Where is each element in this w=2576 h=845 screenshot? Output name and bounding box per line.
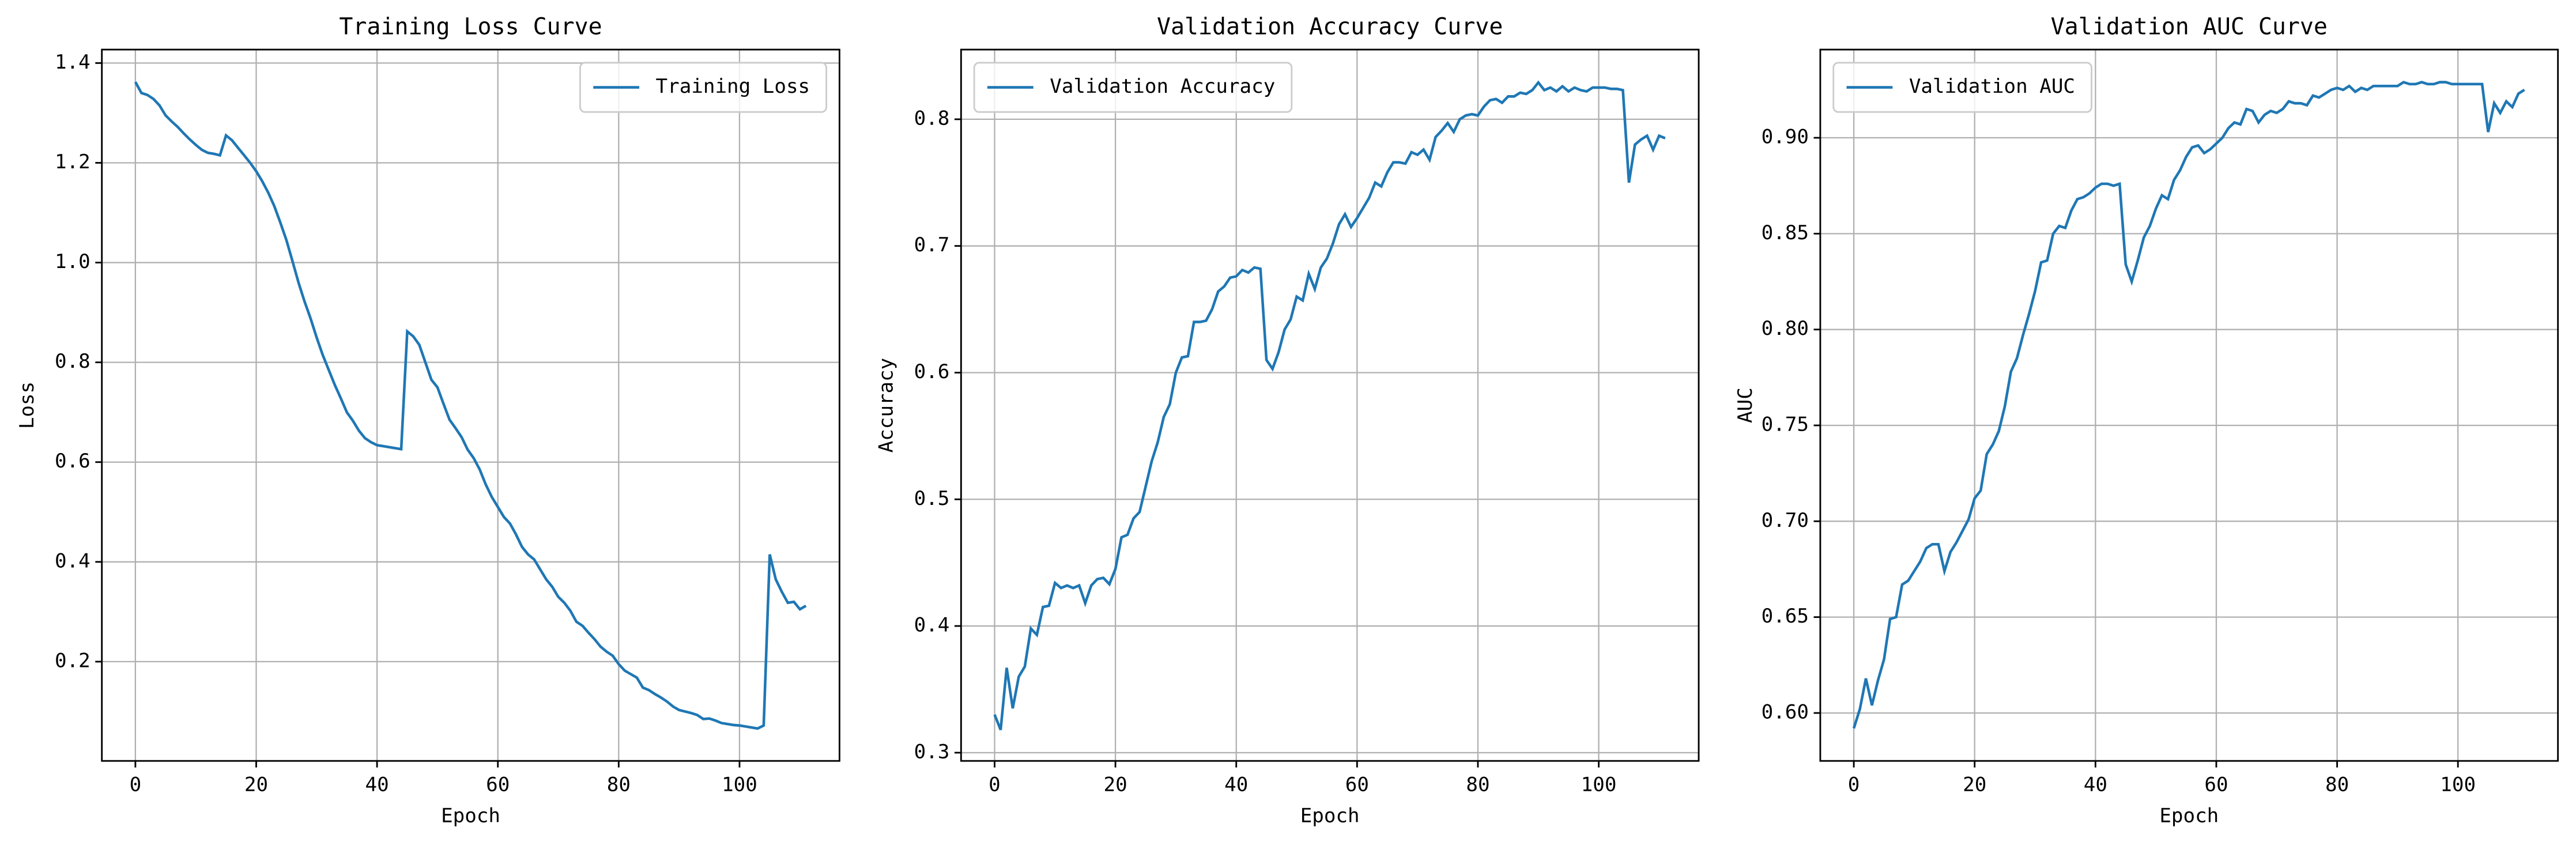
y-tick-label: 0.7: [914, 233, 950, 256]
data-line: [993, 80, 1666, 731]
y-tick-label: 0.2: [55, 649, 90, 672]
x-tick-label: 100: [2440, 773, 2476, 796]
plot-frame: [960, 48, 1700, 762]
y-tick-label: 0.8: [914, 107, 950, 130]
x-tick-label: 80: [2325, 773, 2349, 796]
x-tick-label: 0: [1848, 773, 1860, 796]
y-axis-label: AUC: [1734, 387, 1757, 423]
y-tick-label: 0.75: [1762, 413, 1809, 436]
y-tick-label: 0.70: [1762, 509, 1809, 532]
x-tick-label: 100: [722, 773, 757, 796]
x-axis-label: Epoch: [441, 805, 500, 828]
legend-label: Validation Accuracy: [1050, 75, 1275, 98]
y-tick-label: 0.65: [1762, 605, 1809, 628]
y-tick-label: 0.60: [1762, 700, 1809, 723]
y-tick-label: 1.4: [55, 51, 90, 74]
x-tick-label: 20: [1963, 773, 1986, 796]
x-tick-label: 60: [1345, 773, 1369, 796]
y-tick-label: 0.3: [914, 740, 950, 763]
legend-box: [1832, 62, 2092, 113]
y-axis-label: Accuracy: [875, 358, 898, 453]
plot-frame: [101, 48, 840, 762]
x-tick-label: 60: [486, 773, 510, 796]
y-tick-label: 0.4: [914, 614, 950, 637]
y-tick-label: 1.0: [55, 250, 90, 273]
y-tick-label: 0.5: [914, 487, 950, 510]
data-line: [1852, 81, 2525, 729]
data-line: [134, 81, 807, 730]
y-tick-label: 0.85: [1762, 221, 1809, 244]
legend-box: [973, 62, 1293, 113]
y-tick-label: 0.8: [55, 350, 90, 373]
x-tick-label: 0: [130, 773, 142, 796]
y-tick-label: 1.2: [55, 150, 90, 173]
x-tick-label: 20: [244, 773, 268, 796]
y-tick-label: 0.90: [1762, 126, 1809, 149]
legend-box: [579, 62, 828, 113]
chart-title: Training Loss Curve: [339, 13, 602, 40]
y-tick-label: 0.6: [914, 360, 950, 383]
x-tick-label: 40: [2084, 773, 2107, 796]
x-tick-label: 60: [2204, 773, 2228, 796]
x-tick-label: 0: [989, 773, 1001, 796]
y-tick-label: 0.6: [55, 450, 90, 473]
x-tick-label: 20: [1104, 773, 1127, 796]
x-axis-label: Epoch: [2159, 805, 2219, 828]
chart-title: Validation Accuracy Curve: [1157, 13, 1503, 40]
x-tick-label: 40: [365, 773, 389, 796]
x-tick-label: 40: [1224, 773, 1248, 796]
legend: Training Loss: [579, 62, 828, 113]
legend: Validation AUC: [1832, 62, 2092, 113]
legend-label: Training Loss: [656, 75, 810, 98]
x-axis-label: Epoch: [1300, 805, 1360, 828]
x-tick-label: 80: [607, 773, 631, 796]
legend-label: Validation AUC: [1909, 75, 2075, 98]
x-tick-label: 100: [1581, 773, 1617, 796]
y-tick-label: 0.4: [55, 549, 90, 572]
chart-title: Validation AUC Curve: [2051, 13, 2328, 40]
y-tick-label: 0.80: [1762, 317, 1809, 340]
plot-frame: [1819, 48, 2559, 762]
x-tick-label: 80: [1466, 773, 1489, 796]
y-axis-label: Loss: [16, 382, 39, 429]
legend: Validation Accuracy: [973, 62, 1293, 113]
